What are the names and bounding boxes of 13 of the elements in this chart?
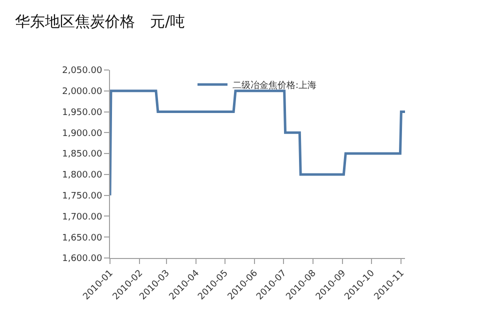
y-tick-label: 1,700.00 — [62, 212, 102, 222]
y-tick-label: 1,900.00 — [62, 128, 102, 139]
y-tick-label: 1,650.00 — [62, 233, 102, 244]
y-tick-label: 1,850.00 — [62, 150, 102, 160]
y-tick-label: 1,800.00 — [62, 170, 102, 181]
y-tick-label: 1,600.00 — [62, 254, 102, 264]
chart-title: 华东地区焦炭价格 元/吨 — [15, 12, 186, 31]
y-tick-label: 1,750.00 — [62, 191, 102, 202]
y-tick-label: 2,050.00 — [62, 66, 102, 76]
y-tick-label: 2,000.00 — [62, 87, 102, 98]
line-series — [110, 90, 405, 197]
y-tick-label: 1,950.00 — [62, 108, 102, 118]
legend-label: 二级冶金焦价格:上海 — [232, 80, 317, 92]
